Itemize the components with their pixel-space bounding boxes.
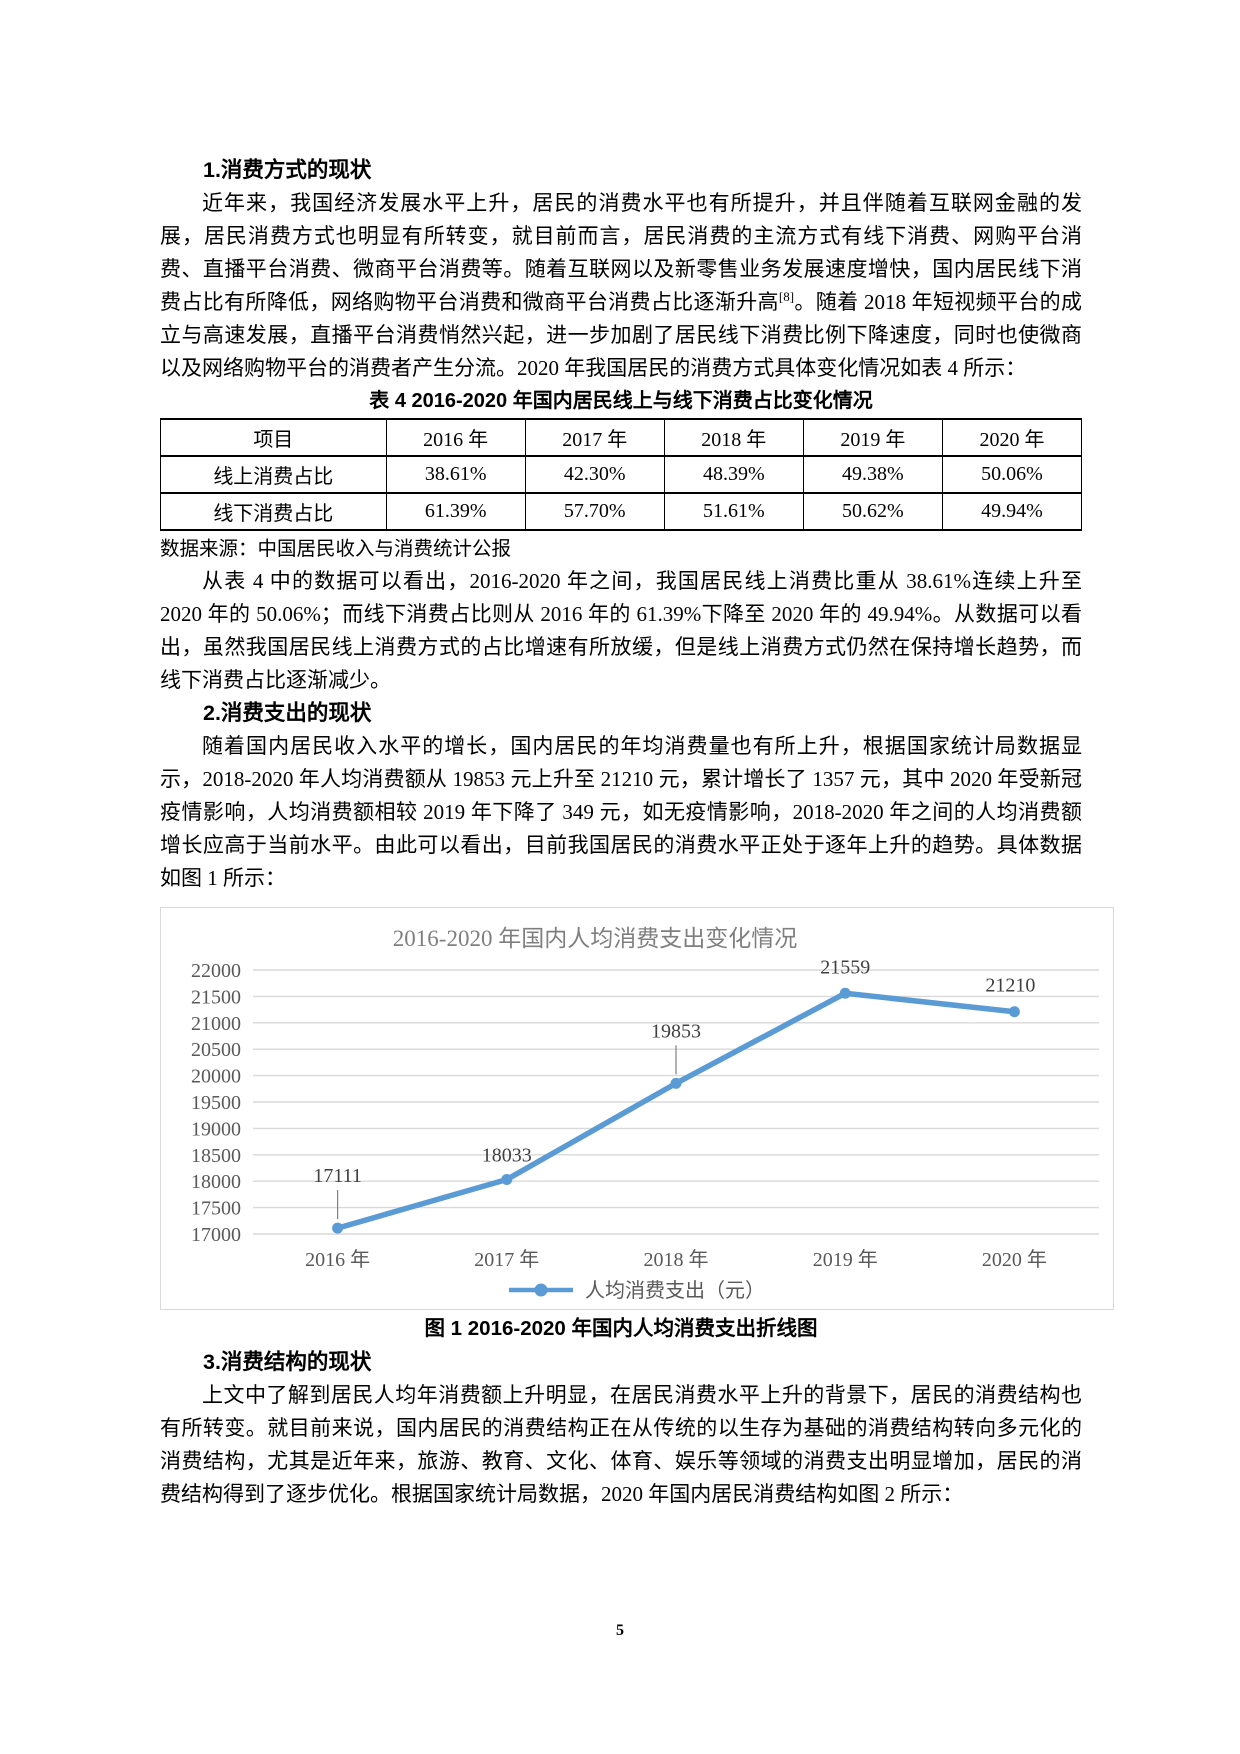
y-axis-tick-label: 21500 <box>191 986 241 1008</box>
table4-header-row: 项目 2016 年 2017 年 2018 年 2019 年 2020 年 <box>160 418 1083 457</box>
y-axis-tick-label: 20000 <box>191 1066 241 1088</box>
table4-row-label: 线上消费占比 <box>160 455 387 494</box>
table4-caption: 表 4 2016-2020 年国内居民线上与线下消费占比变化情况 <box>369 390 873 412</box>
table4-cell: 50.62% <box>802 492 943 531</box>
table4-cell: 48.39% <box>663 455 804 494</box>
table4-cell: 42.30% <box>524 455 665 494</box>
y-axis-tick-label: 17500 <box>191 1198 241 1220</box>
data-point <box>1008 1006 1020 1018</box>
table4-cell: 38.61% <box>385 455 526 494</box>
x-axis-tick-label: 2019 年 <box>813 1248 878 1271</box>
y-axis-tick-label: 22000 <box>191 960 241 982</box>
y-axis-tick-label: 21000 <box>191 1013 241 1035</box>
section-2-heading: 2.消费支出的现状 <box>203 701 372 725</box>
data-point <box>670 1077 682 1089</box>
x-axis-tick-label: 2020 年 <box>982 1248 1047 1271</box>
table4: 项目 2016 年 2017 年 2018 年 2019 年 2020 年 线上消费占比 3… <box>160 418 1083 531</box>
table4-header-cell: 项目 <box>160 418 387 457</box>
table4-body: 线上消费占比 38.61% 42.30% 48.39% 49.38% 50.06% 线下消费… <box>160 455 1083 531</box>
data-label: 19853 <box>651 1020 701 1042</box>
paragraph-3: 随着国内居民收入水平的增长，国内居民的年均消费量也有所上升，根据国家统计局数据显… <box>160 734 1082 890</box>
paragraph-1-text: 近年来，我国经济发展水平上升，居民的消费水平也有所提升，并且伴随着互联网金融的发… <box>160 191 1082 314</box>
page-content: 1.消费方式的现状 近年来，我国经济发展水平上升，居民的消费水平也有所提升，并且… <box>160 154 1114 1511</box>
data-label: 17111 <box>313 1165 362 1187</box>
y-axis-tick-label: 17000 <box>191 1224 241 1246</box>
data-point <box>332 1222 344 1234</box>
y-axis-tick-label: 19000 <box>191 1118 241 1140</box>
table4-cell: 51.61% <box>663 492 804 531</box>
figure1-caption: 图 1 2016-2020 年国内人均消费支出折线图 <box>424 1317 818 1340</box>
table4-cell: 49.94% <box>941 492 1083 531</box>
data-label: 18033 <box>482 1144 532 1166</box>
table4-source: 数据来源：中国居民收入与消费统计公报 <box>160 539 512 560</box>
paragraph-1-text-cont: 。随着 2018 年短视频平台的成立与高速发展，直播平台消费悄然兴起，进一步加剧… <box>160 290 1082 380</box>
table4-header-cell: 2019 年 <box>802 418 943 457</box>
figure1-chart: 2016-2020 年国内人均消费支出变化情况 22000 21500 21000 20… <box>160 907 1114 1310</box>
y-axis-tick-label: 18000 <box>191 1171 241 1193</box>
table4-cell: 50.06% <box>941 455 1083 494</box>
paragraph-4: 上文中了解到居民人均年消费额上升明显，在居民消费水平上升的背景下，居民的消费结构… <box>160 1383 1082 1506</box>
data-label: 21559 <box>820 956 870 978</box>
table4-cell: 61.39% <box>385 492 526 531</box>
table4-cell: 49.38% <box>802 455 943 494</box>
x-axis-tick-label: 2016 年 <box>305 1248 370 1271</box>
table4-row-label: 线下消费占比 <box>160 492 387 531</box>
table4-cell: 57.70% <box>524 492 665 531</box>
table4-header-cell: 2016 年 <box>385 418 526 457</box>
page-number: 5 <box>616 1622 624 1639</box>
citation-8: [8] <box>778 289 795 304</box>
chart-title: 2016-2020 年国内人均消费支出变化情况 <box>393 926 797 951</box>
table4-header-cell: 2018 年 <box>663 418 804 457</box>
section-1-heading: 1.消费方式的现状 <box>203 158 372 182</box>
table-row: 线下消费占比 61.39% 57.70% 51.61% 50.62% 49.94% <box>160 492 1083 531</box>
data-label: 21210 <box>985 975 1035 997</box>
paragraph-1: 近年来，我国经济发展水平上升，居民的消费水平也有所提升，并且伴随着互联网金融的发… <box>160 187 1082 385</box>
x-axis-tick-label: 2018 年 <box>644 1248 709 1271</box>
legend-marker-icon <box>534 1283 548 1297</box>
y-axis-tick-label: 18500 <box>191 1145 241 1167</box>
section-3-heading: 3.消费结构的现状 <box>203 1350 372 1374</box>
legend-label: 人均消费支出（元） <box>585 1279 765 1302</box>
y-axis-tick-label: 20500 <box>191 1039 241 1061</box>
table4-header-cell: 2017 年 <box>524 418 665 457</box>
table4-header-cell: 2020 年 <box>941 418 1083 457</box>
x-axis-tick-label: 2017 年 <box>474 1248 539 1271</box>
data-point <box>839 987 851 999</box>
paragraph-2: 从表 4 中的数据可以看出，2016-2020 年之间，我国居民线上消费比重从 … <box>160 569 1082 692</box>
line-chart-svg: 2016-2020 年国内人均消费支出变化情况 22000 21500 21000 20… <box>191 926 1099 1302</box>
data-point <box>501 1173 513 1185</box>
table-row: 线上消费占比 38.61% 42.30% 48.39% 49.38% 50.06% <box>160 455 1083 494</box>
y-axis-tick-label: 19500 <box>191 1092 241 1114</box>
